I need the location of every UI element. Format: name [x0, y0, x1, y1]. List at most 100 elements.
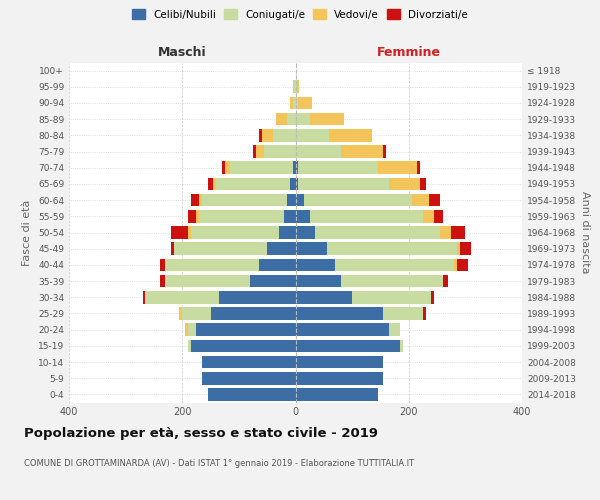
Bar	[335, 258, 454, 271]
Text: COMUNE DI GROTTAMINARDA (AV) - Dati ISTAT 1° gennaio 2019 - Elaborazione TUTTITA: COMUNE DI GROTTAMINARDA (AV) - Dati ISTA…	[24, 459, 414, 468]
Bar	[202, 194, 287, 206]
Bar	[296, 96, 298, 110]
Bar	[182, 307, 211, 320]
Bar	[208, 178, 214, 190]
Bar	[188, 226, 191, 239]
Bar	[329, 129, 372, 141]
Bar	[293, 96, 296, 110]
Bar	[290, 178, 296, 190]
Bar	[259, 129, 262, 141]
Bar	[250, 275, 296, 287]
Bar	[310, 210, 423, 222]
Bar	[377, 162, 417, 174]
Bar	[296, 356, 383, 368]
Bar	[265, 145, 296, 158]
Bar	[174, 242, 267, 255]
Bar	[296, 80, 299, 93]
Bar	[262, 129, 273, 141]
Bar	[400, 340, 403, 352]
Bar	[293, 80, 295, 93]
Y-axis label: Anni di nascita: Anni di nascita	[580, 191, 590, 274]
Bar	[417, 162, 420, 174]
Bar	[202, 356, 296, 368]
Bar	[457, 242, 460, 255]
Y-axis label: Fasce di età: Fasce di età	[22, 200, 32, 266]
Bar	[214, 178, 216, 190]
Bar	[431, 291, 434, 304]
Bar	[191, 226, 278, 239]
Bar	[267, 242, 296, 255]
Bar	[287, 194, 296, 206]
Bar	[296, 242, 326, 255]
Bar	[428, 194, 440, 206]
Bar	[341, 145, 383, 158]
Bar	[457, 258, 468, 271]
Bar	[443, 275, 448, 287]
Bar	[383, 145, 386, 158]
Bar	[208, 388, 296, 400]
Bar	[225, 162, 230, 174]
Bar	[296, 324, 389, 336]
Bar	[171, 226, 188, 239]
Text: Popolazione per età, sesso e stato civile - 2019: Popolazione per età, sesso e stato civil…	[24, 428, 378, 440]
Bar	[434, 210, 443, 222]
Text: Maschi: Maschi	[158, 46, 206, 60]
Bar	[296, 178, 298, 190]
Bar	[412, 194, 428, 206]
Bar	[352, 291, 431, 304]
Bar	[290, 96, 293, 110]
Bar	[460, 242, 471, 255]
Bar	[143, 291, 145, 304]
Bar	[296, 307, 383, 320]
Bar	[196, 210, 199, 222]
Bar	[202, 372, 296, 384]
Bar	[185, 324, 188, 336]
Bar	[451, 226, 466, 239]
Bar	[230, 162, 293, 174]
Bar	[284, 210, 296, 222]
Bar	[296, 113, 310, 126]
Text: Femmine: Femmine	[377, 46, 441, 60]
Bar	[211, 307, 296, 320]
Bar	[341, 275, 443, 287]
Bar	[278, 226, 296, 239]
Bar	[273, 129, 296, 141]
Bar	[440, 226, 451, 239]
Bar	[423, 307, 426, 320]
Bar	[296, 162, 298, 174]
Bar	[296, 226, 316, 239]
Bar	[389, 178, 420, 190]
Bar	[316, 226, 440, 239]
Bar	[188, 340, 191, 352]
Bar	[287, 113, 296, 126]
Bar	[383, 307, 423, 320]
Bar	[165, 275, 250, 287]
Bar	[310, 113, 344, 126]
Bar	[298, 162, 377, 174]
Bar	[191, 194, 199, 206]
Bar	[389, 324, 400, 336]
Bar	[296, 258, 335, 271]
Bar	[171, 242, 174, 255]
Bar	[296, 194, 304, 206]
Bar	[199, 194, 202, 206]
Bar	[296, 275, 341, 287]
Bar	[420, 178, 426, 190]
Legend: Celibi/Nubili, Coniugati/e, Vedovi/e, Divorziati/e: Celibi/Nubili, Coniugati/e, Vedovi/e, Di…	[128, 5, 472, 24]
Bar	[298, 96, 313, 110]
Bar	[179, 307, 182, 320]
Bar	[296, 388, 377, 400]
Bar	[304, 194, 412, 206]
Bar	[296, 372, 383, 384]
Bar	[188, 210, 196, 222]
Bar	[275, 113, 287, 126]
Bar	[326, 242, 457, 255]
Bar	[293, 162, 296, 174]
Bar	[259, 258, 296, 271]
Bar	[219, 291, 296, 304]
Bar	[160, 258, 165, 271]
Bar	[196, 324, 296, 336]
Bar	[296, 145, 341, 158]
Bar	[298, 178, 389, 190]
Bar	[296, 291, 352, 304]
